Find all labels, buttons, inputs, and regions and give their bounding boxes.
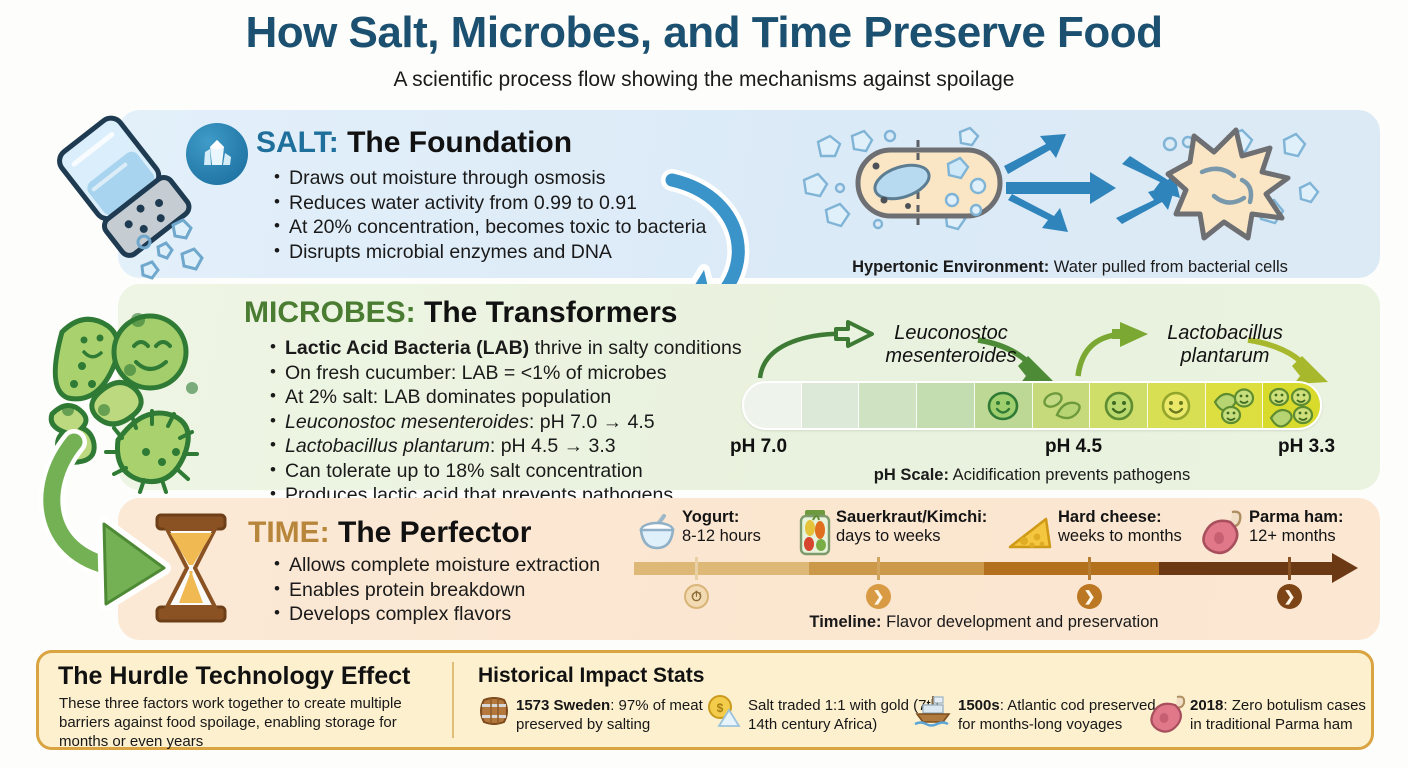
ph-segment	[744, 383, 802, 428]
ph-label-start: pH 7.0	[730, 436, 788, 457]
ph-label-mid: pH 4.5	[1045, 436, 1103, 457]
list-item: Allows complete moisture extraction	[272, 552, 600, 578]
ph-segment	[1263, 383, 1320, 428]
list-item: Reduces water activity from 0.99 to 0.91	[272, 190, 706, 216]
stat-item-salt-gold-trade: Salt traded 1:1 with gold (7th-14th cent…	[748, 697, 944, 733]
timeline-item-hard-cheese: Hard cheese: weeks to months	[1058, 508, 1182, 545]
ph-transition-arrows	[757, 320, 1328, 384]
list-item: Enables protein breakdown	[272, 577, 600, 603]
page-title: How Salt, Microbes, and Time Preserve Fo…	[245, 8, 1163, 57]
microbes-to-time-arrow-icon	[38, 429, 171, 611]
timeline-tick	[1288, 557, 1291, 580]
ship-icon	[914, 696, 951, 727]
ph-label-end: pH 3.3	[1278, 436, 1336, 457]
ph-scale-caption: pH Scale: Acidification prevents pathoge…	[873, 466, 1191, 484]
time-heading-rest: The Perfector	[329, 516, 532, 549]
salt-heading-rest: The Foundation	[338, 126, 573, 159]
timeline-marker-chevron-icon[interactable]: ❯	[866, 584, 891, 609]
list-item: On fresh cucumber: LAB = <1% of microbes	[268, 360, 742, 386]
pickle-jar-icon	[799, 510, 831, 556]
timeline-marker-clock-icon[interactable]: ⏱	[684, 584, 709, 609]
timeline-segment	[634, 562, 809, 575]
hypertonic-caption: Hypertonic Environment: Water pulled fro…	[790, 258, 1350, 277]
salt-shaker-icon	[57, 115, 204, 280]
list-item: Leuconostoc mesenteroides: pH 7.0 → 4.5	[268, 409, 742, 435]
timeline-tick	[695, 557, 698, 580]
ph-segment	[859, 383, 918, 428]
timeline-segment	[809, 562, 984, 575]
ham-icon	[1150, 695, 1186, 733]
list-item: Draws out moisture through osmosis	[272, 165, 706, 191]
microbes-heading-keyword: MICROBES:	[244, 296, 416, 329]
timeline-segment	[984, 562, 1159, 575]
timeline-tick	[877, 557, 880, 580]
organism-label-leuconostoc: Leuconostoc mesenteroides	[885, 322, 1017, 367]
footer-panel	[36, 650, 1374, 750]
stat-item-1573-sweden: 1573 Sweden: 97% of meat preserved by sa…	[516, 697, 703, 733]
ph-segment	[1090, 383, 1148, 428]
list-item: Lactic Acid Bacteria (LAB) thrive in sal…	[268, 335, 742, 361]
hypertonic-caption-bold: Hypertonic Environment:	[852, 258, 1050, 276]
stats-title: Historical Impact Stats	[478, 664, 705, 687]
page-subtitle: A scientific process flow showing the me…	[393, 68, 1015, 91]
ph-segment	[1147, 383, 1206, 428]
time-bullet-list: Allows complete moisture extraction Enab…	[272, 552, 600, 627]
list-item: Disrupts microbial enzymes and DNA	[272, 239, 706, 265]
timeline-track	[634, 562, 1334, 575]
hurdle-title: The Hurdle Technology Effect	[58, 662, 411, 690]
timeline-arrowhead-icon	[1332, 553, 1358, 583]
ph-segment	[1032, 383, 1091, 428]
microbes-bullet-list: Lactic Acid Bacteria (LAB) thrive in sal…	[268, 335, 742, 508]
time-heading: TIME: The Perfector	[248, 516, 531, 550]
salt-crystal-icon	[186, 123, 248, 185]
hypertonic-cell-diagram	[802, 126, 1320, 241]
list-item: Lactobacillus plantarum: pH 4.5 → 3.3	[268, 433, 742, 459]
ph-segment	[974, 383, 1033, 428]
ph-segment	[1205, 383, 1264, 428]
timeline-caption: Timeline: Flavor development and preserv…	[809, 613, 1159, 631]
salt-bullet-list: Draws out moisture through osmosis Reduc…	[272, 165, 706, 265]
time-heading-keyword: TIME:	[248, 516, 330, 549]
list-item: At 2% salt: LAB dominates population	[268, 384, 742, 410]
timeline-marker-chevron-icon[interactable]: ❯	[1077, 584, 1102, 609]
salt-heading-keyword: SALT:	[256, 126, 339, 159]
list-item: At 20% concentration, becomes toxic to b…	[272, 214, 706, 240]
barrel-icon	[480, 697, 508, 725]
stat-item-2018-botulism: 2018: Zero botulism cases in traditional…	[1190, 697, 1366, 733]
microbes-heading-rest: The Transformers	[415, 296, 678, 329]
list-item: Can tolerate up to 18% salt concentratio…	[268, 458, 742, 484]
timeline-tick	[1088, 557, 1091, 580]
timeline-item-parma-ham: Parma ham: 12+ months	[1249, 508, 1344, 545]
ph-segment	[801, 383, 860, 428]
ph-segment	[917, 383, 975, 428]
ph-scale-bar	[742, 381, 1322, 430]
organism-label-lactobacillus: Lactobacillus plantarum	[1167, 322, 1283, 367]
yogurt-bowl-icon	[639, 514, 675, 550]
svg-text:$: $	[717, 701, 724, 715]
ham-leg-icon	[1202, 510, 1242, 555]
microbes-heading: MICROBES: The Transformers	[244, 296, 677, 330]
footer-divider	[452, 662, 454, 738]
hypertonic-caption-rest: Water pulled from bacterial cells	[1049, 258, 1288, 276]
coin-salt-icon: $	[708, 695, 741, 727]
timeline-item-yogurt: Yogurt: 8-12 hours	[682, 508, 761, 545]
timeline-segment	[1159, 562, 1334, 575]
cheese-wedge-icon	[1008, 517, 1052, 549]
list-item: Develops complex flavors	[272, 601, 600, 627]
hourglass-icon	[155, 513, 227, 623]
hurdle-description: These three factors work together to cre…	[59, 695, 402, 750]
timeline-marker-chevron-icon[interactable]: ❯	[1277, 584, 1302, 609]
salt-heading: SALT: The Foundation	[256, 126, 572, 160]
stat-item-1500s-cod: 1500s: Atlantic cod preserved for months…	[958, 697, 1156, 733]
timeline-item-sauerkraut: Sauerkraut/Kimchi: days to weeks	[836, 508, 988, 545]
